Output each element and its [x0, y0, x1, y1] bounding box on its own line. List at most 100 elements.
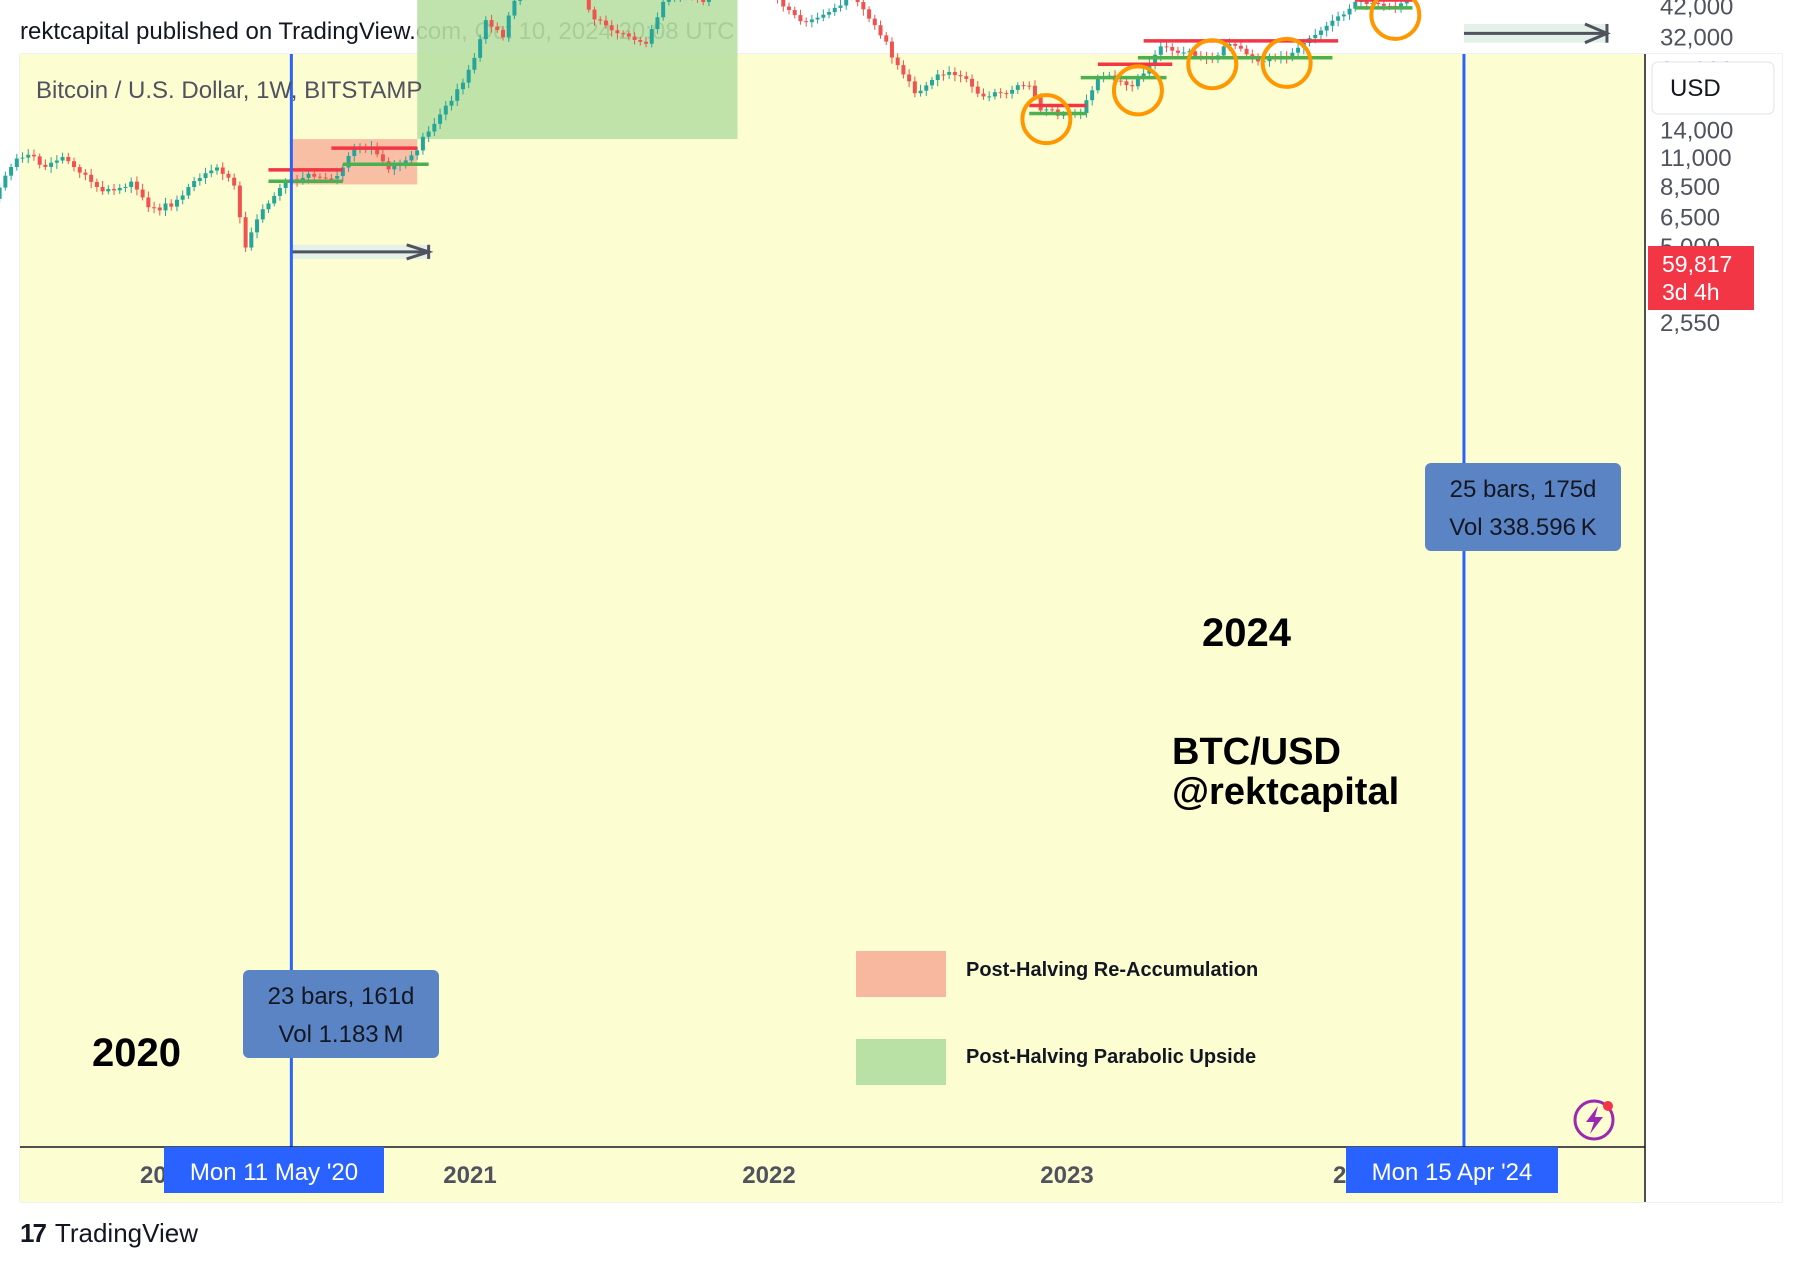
candle-body: [935, 74, 940, 80]
currency-button-bg[interactable]: [1651, 61, 1775, 115]
candle-body: [781, 0, 786, 7]
measure-box-2020-line-2: Vol 1.183 M: [279, 1021, 404, 1048]
year-label-left: 2020: [92, 1031, 181, 1075]
candle-body: [1044, 109, 1049, 111]
candle-body: [449, 100, 454, 106]
measure-box-2024-bg: [1425, 463, 1621, 551]
y-tick-6: 14,000: [1660, 118, 1733, 145]
lightning-icon[interactable]: [1573, 1099, 1615, 1141]
candle-body: [237, 185, 242, 218]
x-tick-2022: 2022: [742, 1162, 795, 1189]
candle-body: [832, 7, 837, 13]
lightning-icon-bolt[interactable]: [1586, 1106, 1603, 1134]
legend-label-parabolic: Post-Halving Parabolic Upside: [966, 1046, 1256, 1068]
candle-body: [798, 15, 803, 22]
candle-body: [420, 136, 425, 151]
candle-body: [1221, 46, 1226, 56]
y-tick-9: 6,500: [1660, 204, 1720, 231]
candle-body: [1341, 14, 1346, 17]
candle-body: [867, 9, 872, 19]
circle-orange-4: [1369, 0, 1422, 41]
candle-body: [26, 154, 31, 158]
year-label-right: 2024: [1202, 611, 1292, 655]
measure-box-2024-line-1: 25 bars, 175d: [1450, 476, 1597, 503]
candle-body: [403, 160, 408, 164]
candle-body: [209, 170, 214, 174]
candle-body: [260, 209, 265, 220]
candle-body: [1381, 3, 1386, 6]
x-tick-2024-partial: 2: [1333, 1162, 1346, 1189]
candle-body: [878, 25, 883, 36]
candle-body: [409, 155, 414, 161]
candle-body: [1318, 30, 1323, 35]
candles-layer: [0, 0, 1409, 252]
candle-body: [998, 92, 1003, 94]
currency-label[interactable]: USD: [1670, 75, 1721, 102]
candle-body: [1130, 85, 1135, 87]
candle-body: [89, 174, 94, 182]
candle-body: [1010, 89, 1015, 94]
candle-body: [884, 35, 889, 42]
lightning-icon-dot[interactable]: [1603, 1101, 1613, 1111]
candle-body: [483, 20, 488, 40]
candle-body: [1027, 85, 1032, 87]
candle-body: [272, 195, 277, 204]
candle-body: [478, 39, 483, 58]
candle-body: [443, 105, 448, 115]
candle-body: [821, 14, 826, 18]
currency-button[interactable]: USD: [1651, 61, 1775, 115]
tradingview-footer: 17 TradingView: [20, 1218, 198, 1249]
candle-body: [838, 5, 843, 8]
candle-body: [918, 90, 923, 94]
candle-body: [9, 166, 14, 176]
candle-body: [438, 114, 443, 124]
candle-body: [506, 15, 511, 38]
candle-body: [283, 181, 288, 188]
candle-body: [1135, 78, 1140, 87]
y-tick-8: 8,500: [1660, 174, 1720, 201]
halving-label-2020: Mon 11 May '20: [164, 1147, 384, 1193]
candle-body: [472, 57, 477, 70]
x-tick-2021: 2021: [443, 1162, 496, 1189]
y-tick-3: 32,000: [1660, 24, 1733, 51]
candle-body: [226, 173, 231, 178]
candle-body: [152, 207, 157, 209]
lightning-icon-ring[interactable]: [1573, 1099, 1615, 1141]
y-tick-13: 2,550: [1660, 310, 1720, 337]
candle-body: [163, 203, 168, 211]
candle-body: [621, 33, 626, 35]
candle-body: [215, 167, 219, 171]
candle-body: [306, 173, 311, 178]
last-price-countdown: 3d 4h: [1662, 279, 1720, 305]
circle-orange-1: [1111, 64, 1164, 117]
candle-body: [815, 17, 820, 20]
candle-body: [426, 131, 431, 137]
measure-box-2024: 25 bars, 175d Vol 338.596 K: [1425, 463, 1621, 551]
candle-body: [146, 197, 151, 208]
candle-body: [861, 2, 866, 10]
arrows-layer: [291, 22, 1611, 261]
price-axis: 90,00070,00042,00032,00024,00018,00014,0…: [1660, 0, 1733, 337]
candle-body: [94, 181, 99, 187]
candle-body: [987, 96, 992, 98]
circle-orange-2: [1186, 38, 1239, 91]
candle-body: [192, 181, 197, 188]
candle-body: [512, 0, 517, 16]
candle-body: [941, 74, 946, 76]
candle-body: [323, 177, 328, 179]
candle-body: [975, 86, 980, 94]
candle-body: [43, 164, 48, 167]
candle-body: [20, 157, 25, 159]
candle-body: [1244, 48, 1249, 55]
candle-body: [501, 29, 505, 38]
candle-body: [655, 17, 660, 30]
candle-body: [112, 189, 117, 191]
legend-swatch-reaccumulation: [856, 951, 946, 997]
candle-body: [317, 176, 322, 178]
candle-body: [1347, 8, 1352, 15]
halving-label-2024-bg: [1346, 1147, 1558, 1193]
candle-body: [243, 217, 248, 248]
candle-body: [312, 173, 317, 177]
candle-body: [266, 203, 271, 210]
